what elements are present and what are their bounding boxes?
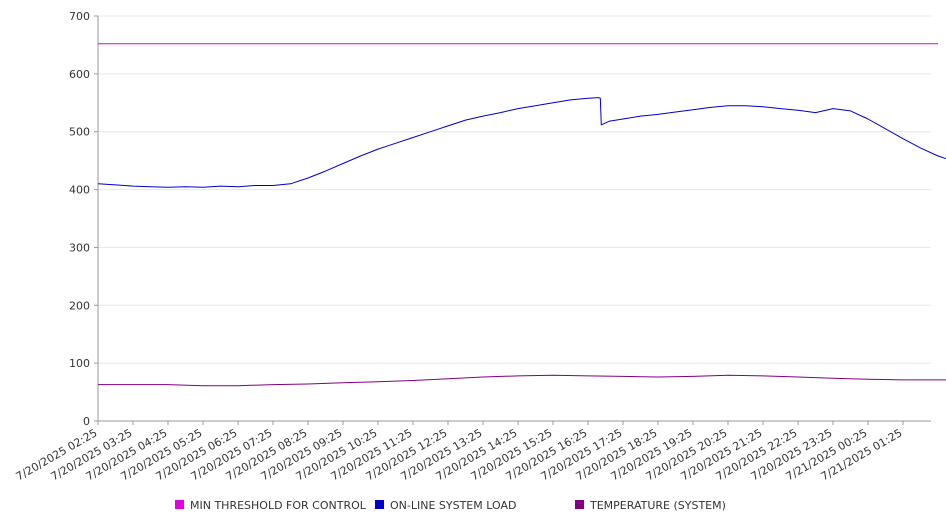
series-line-2 xyxy=(97,97,946,188)
y-tick-label: 300 xyxy=(69,241,90,254)
legend-label: MIN THRESHOLD FOR CONTROL xyxy=(190,499,367,512)
y-tick-label: 400 xyxy=(69,184,90,197)
legend-swatch xyxy=(375,500,384,509)
x-axis-tick-labels: 7/20/2025 02:257/20/2025 03:257/20/2025 … xyxy=(14,426,905,483)
y-tick-label: 700 xyxy=(69,10,90,23)
axes xyxy=(94,15,931,425)
grid-lines xyxy=(98,15,931,364)
y-tick-label: 600 xyxy=(69,68,90,81)
y-axis-tick-labels: 0 100 200 300 400 500 600 700 xyxy=(69,10,90,428)
y-tick-label: 0 xyxy=(83,415,90,428)
legend-swatch xyxy=(175,500,184,509)
series-lines xyxy=(97,43,946,387)
legend-swatch xyxy=(575,500,584,509)
y-tick-label: 100 xyxy=(69,357,90,370)
legend-label: TEMPERATURE (SYSTEM) xyxy=(589,499,726,512)
y-tick-label: 500 xyxy=(69,126,90,139)
series-line-3 xyxy=(98,374,946,387)
legend: MIN THRESHOLD FOR CONTROL ON-LINE SYSTEM … xyxy=(175,499,726,512)
y-tick-label: 200 xyxy=(69,299,90,312)
legend-label: ON-LINE SYSTEM LOAD xyxy=(390,499,516,512)
